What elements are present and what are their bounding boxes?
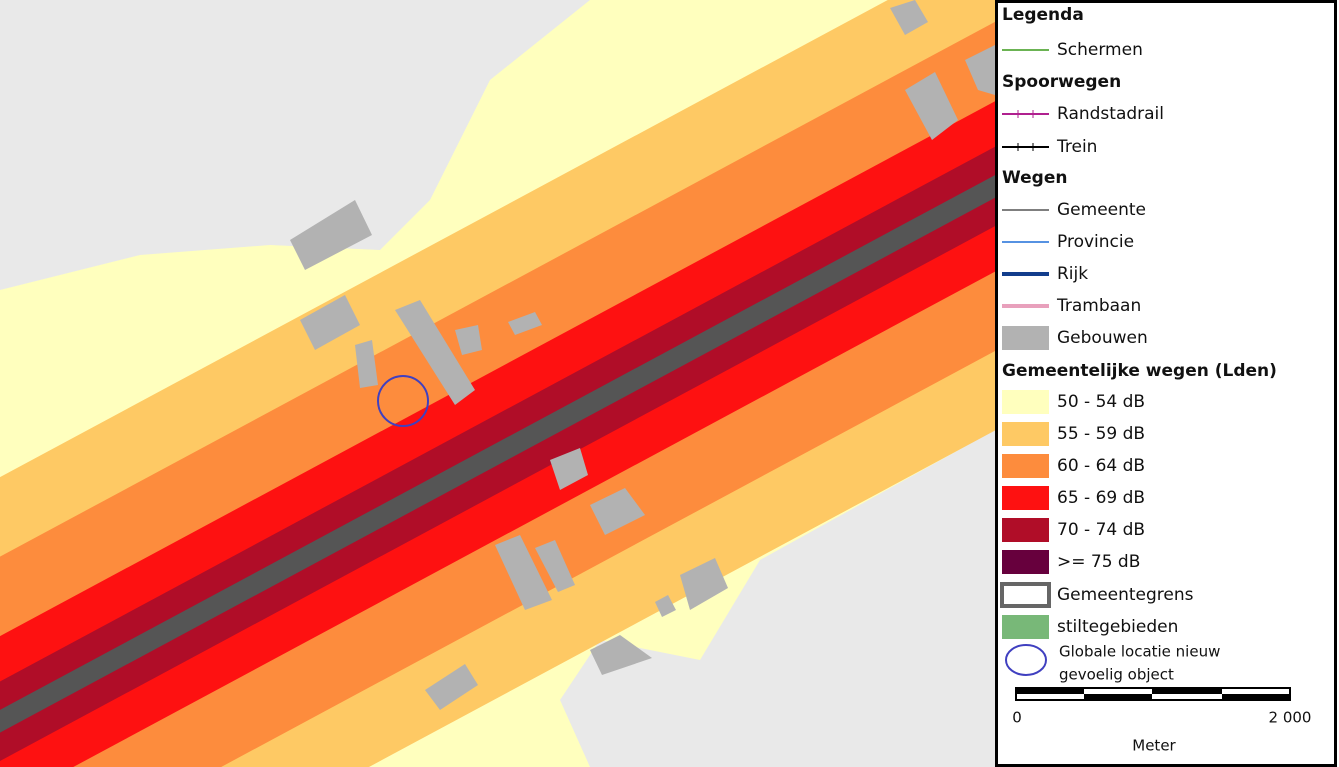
swatch-fill <box>1002 518 1049 542</box>
buildings <box>290 0 995 710</box>
legend-label: Rijk <box>1057 264 1088 284</box>
scale-bar <box>1015 687 1291 701</box>
swatch-fill <box>1002 390 1049 414</box>
scale-start: 0 <box>1012 709 1022 727</box>
swatch-outline <box>1000 582 1051 608</box>
legend-panel <box>995 0 1337 767</box>
legend-label: Gemeentegrens <box>1057 585 1194 605</box>
legend-title: Legenda <box>1002 5 1084 25</box>
legend-label: Globale locatie nieuw <box>1059 643 1220 661</box>
map-background <box>560 430 995 767</box>
legend-label: Schermen <box>1057 40 1143 60</box>
legend-label: Provincie <box>1057 232 1134 252</box>
legend-label: Gemeente <box>1057 200 1146 220</box>
scale-unit: Meter <box>1132 737 1176 755</box>
swatch-fill <box>1002 550 1049 574</box>
legend-label: stiltegebieden <box>1057 617 1178 637</box>
swatch-fill <box>1002 615 1049 639</box>
legend-heading: Spoorwegen <box>1002 72 1121 92</box>
swatch-fill <box>1002 422 1049 446</box>
legend-label: 50 - 54 dB <box>1057 392 1145 412</box>
legend-label: >= 75 dB <box>1057 552 1140 572</box>
scale-end: 2 000 <box>1269 709 1312 727</box>
legend-heading: Wegen <box>1002 168 1067 188</box>
legend-label: 70 - 74 dB <box>1057 520 1145 540</box>
map <box>0 0 995 767</box>
location-marker <box>377 375 429 427</box>
legend-label: 60 - 64 dB <box>1057 456 1145 476</box>
swatch-fill <box>1002 326 1049 350</box>
swatch-fill <box>1002 486 1049 510</box>
legend-label: Trein <box>1056 137 1097 157</box>
noise-bands <box>0 0 995 767</box>
swatch-circle <box>1005 644 1047 676</box>
legend-label: 65 - 69 dB <box>1057 488 1145 508</box>
swatch-fill <box>1002 454 1049 478</box>
legend-label: Gebouwen <box>1057 328 1148 348</box>
legend-label: Trambaan <box>1056 296 1141 316</box>
legend-label: 55 - 59 dB <box>1057 424 1145 444</box>
legend: Schermen Spoorwegen Randstadrail Trein Wegen… <box>1000 40 1277 684</box>
legend-label: gevoelig object <box>1059 666 1174 684</box>
legend-label: Randstadrail <box>1057 104 1164 124</box>
legend-heading: Gemeentelijke wegen (Lden) <box>1002 361 1277 381</box>
